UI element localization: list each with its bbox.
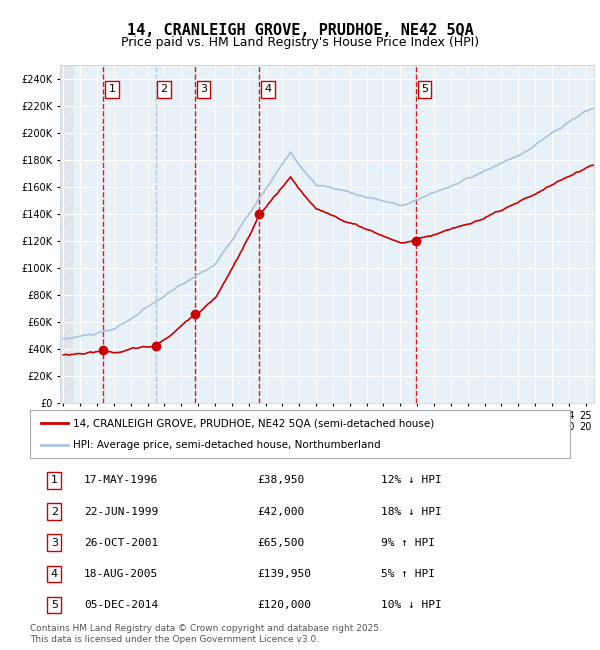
- Text: 5% ↑ HPI: 5% ↑ HPI: [381, 569, 435, 579]
- Text: £120,000: £120,000: [257, 600, 311, 610]
- Text: 26-OCT-2001: 26-OCT-2001: [84, 538, 158, 548]
- Text: 5: 5: [421, 84, 428, 94]
- Text: 3: 3: [51, 538, 58, 548]
- Text: 9% ↑ HPI: 9% ↑ HPI: [381, 538, 435, 548]
- Text: 2: 2: [51, 506, 58, 517]
- Text: 4: 4: [265, 84, 271, 94]
- Text: 18-AUG-2005: 18-AUG-2005: [84, 569, 158, 579]
- Text: £65,500: £65,500: [257, 538, 304, 548]
- Text: 1: 1: [51, 475, 58, 486]
- Text: 10% ↓ HPI: 10% ↓ HPI: [381, 600, 442, 610]
- Text: Contains HM Land Registry data © Crown copyright and database right 2025.
This d: Contains HM Land Registry data © Crown c…: [30, 624, 382, 644]
- Text: Price paid vs. HM Land Registry's House Price Index (HPI): Price paid vs. HM Land Registry's House …: [121, 36, 479, 49]
- Text: 14, CRANLEIGH GROVE, PRUDHOE, NE42 5QA (semi-detached house): 14, CRANLEIGH GROVE, PRUDHOE, NE42 5QA (…: [73, 418, 434, 428]
- Bar: [58, 65, 72, 403]
- Text: £38,950: £38,950: [257, 475, 304, 486]
- Text: £139,950: £139,950: [257, 569, 311, 579]
- Text: 1: 1: [109, 84, 116, 94]
- Text: 22-JUN-1999: 22-JUN-1999: [84, 506, 158, 517]
- Text: 12% ↓ HPI: 12% ↓ HPI: [381, 475, 442, 486]
- Text: £42,000: £42,000: [257, 506, 304, 517]
- Text: 05-DEC-2014: 05-DEC-2014: [84, 600, 158, 610]
- Text: 14, CRANLEIGH GROVE, PRUDHOE, NE42 5QA: 14, CRANLEIGH GROVE, PRUDHOE, NE42 5QA: [127, 23, 473, 38]
- Text: 2: 2: [161, 84, 167, 94]
- Text: 5: 5: [51, 600, 58, 610]
- Text: 3: 3: [200, 84, 207, 94]
- Text: 17-MAY-1996: 17-MAY-1996: [84, 475, 158, 486]
- Text: HPI: Average price, semi-detached house, Northumberland: HPI: Average price, semi-detached house,…: [73, 439, 381, 450]
- Text: 4: 4: [51, 569, 58, 579]
- Text: 18% ↓ HPI: 18% ↓ HPI: [381, 506, 442, 517]
